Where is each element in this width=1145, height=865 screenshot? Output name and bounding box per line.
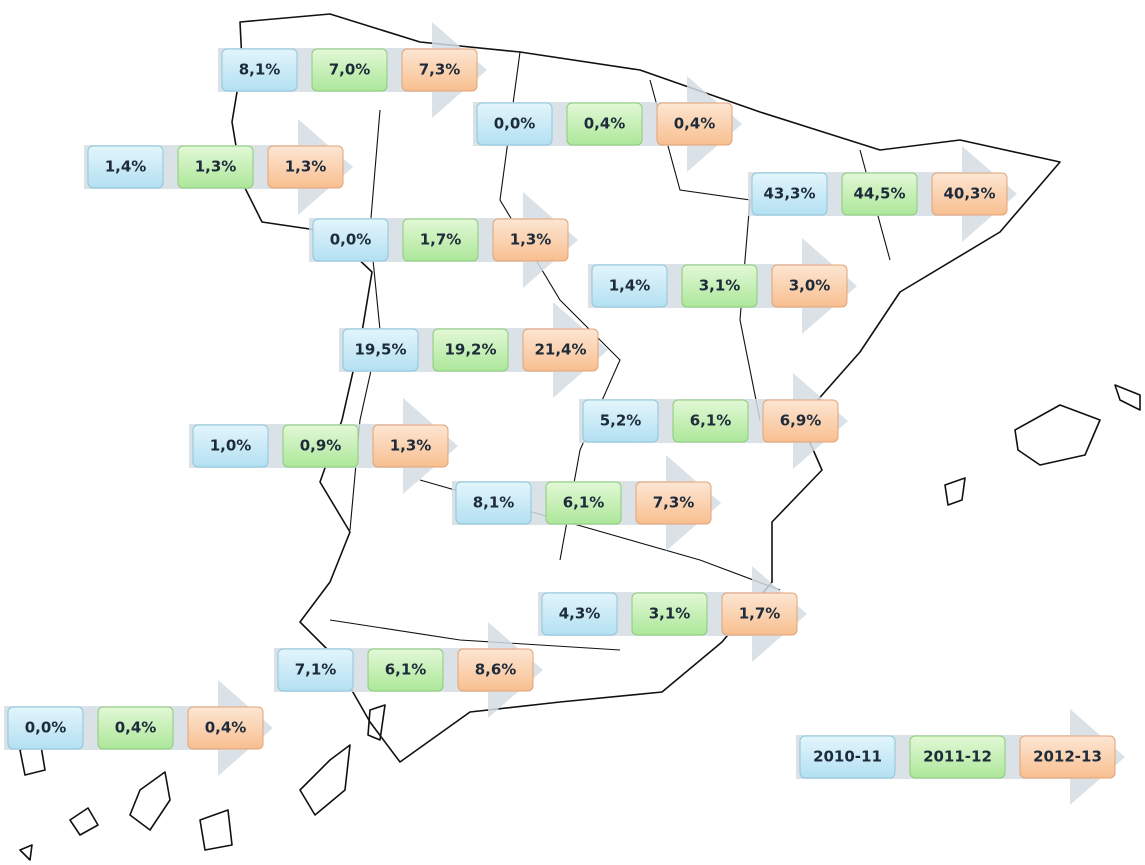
value-label: 1,3% <box>195 158 237 176</box>
value-box <box>909 735 1006 779</box>
value-box <box>311 48 388 92</box>
value-box <box>97 706 174 750</box>
value-box <box>522 328 599 372</box>
value-label: 0,4% <box>584 115 626 133</box>
value-label: 6,1% <box>385 661 427 679</box>
value-box <box>635 481 712 525</box>
value-label: 1,3% <box>510 231 552 249</box>
value-box <box>541 592 618 636</box>
value-box <box>312 218 389 262</box>
value-box <box>192 424 269 468</box>
value-label: 3,1% <box>699 277 741 295</box>
value-box <box>656 102 733 146</box>
value-box <box>582 399 659 443</box>
value-label: 2012-13 <box>1033 748 1102 766</box>
value-box <box>492 218 569 262</box>
value-label: 3,0% <box>789 277 831 295</box>
value-box <box>267 145 344 189</box>
value-label: 8,6% <box>475 661 517 679</box>
value-label: 6,9% <box>780 412 822 430</box>
value-box <box>751 172 828 216</box>
value-label: 7,3% <box>653 494 695 512</box>
value-label: 3,1% <box>649 605 691 623</box>
value-box <box>545 481 622 525</box>
value-label: 1,7% <box>420 231 462 249</box>
value-label: 8,1% <box>239 61 281 79</box>
value-box <box>841 172 918 216</box>
value-box <box>476 102 553 146</box>
value-label: 43,3% <box>763 185 815 203</box>
value-box <box>401 48 478 92</box>
value-box <box>367 648 444 692</box>
value-label: 7,3% <box>419 61 461 79</box>
value-box <box>771 264 848 308</box>
value-box <box>372 424 449 468</box>
value-label: 4,3% <box>559 605 601 623</box>
value-label: 2011-12 <box>923 748 992 766</box>
value-box <box>631 592 708 636</box>
value-label: 1,3% <box>390 437 432 455</box>
value-box <box>7 706 84 750</box>
value-box <box>432 328 509 372</box>
value-label: 6,1% <box>563 494 605 512</box>
value-box <box>187 706 264 750</box>
value-label: 0,4% <box>205 719 247 737</box>
value-label: 1,4% <box>609 277 651 295</box>
value-box <box>799 735 896 779</box>
value-label: 1,0% <box>210 437 252 455</box>
value-label: 19,5% <box>354 341 406 359</box>
value-label: 21,4% <box>534 341 586 359</box>
value-box <box>762 399 839 443</box>
value-label: 7,1% <box>295 661 337 679</box>
value-box <box>566 102 643 146</box>
value-box <box>457 648 534 692</box>
labels: 8,1% 7,0% 7,3% 0,0% 0,4% 0,4% 1,4% 1,3% 1,3% 43,3… <box>4 22 1125 805</box>
value-box <box>342 328 419 372</box>
value-box <box>177 145 254 189</box>
value-box <box>221 48 298 92</box>
value-label: 0,0% <box>330 231 372 249</box>
value-label: 19,2% <box>444 341 496 359</box>
value-box <box>282 424 359 468</box>
value-label: 0,0% <box>494 115 536 133</box>
value-label: 0,9% <box>300 437 342 455</box>
value-label: 1,7% <box>739 605 781 623</box>
value-label: 0,0% <box>25 719 67 737</box>
value-box <box>455 481 532 525</box>
value-label: 8,1% <box>473 494 515 512</box>
value-box <box>277 648 354 692</box>
value-box <box>402 218 479 262</box>
value-label: 6,1% <box>690 412 732 430</box>
value-label: 1,3% <box>285 158 327 176</box>
value-box <box>87 145 164 189</box>
value-label: 7,0% <box>329 61 371 79</box>
value-label: 1,4% <box>105 158 147 176</box>
value-label: 40,3% <box>943 185 995 203</box>
value-label: 0,4% <box>674 115 716 133</box>
value-box <box>1019 735 1116 779</box>
value-box <box>721 592 798 636</box>
value-label: 0,4% <box>115 719 157 737</box>
value-box <box>681 264 758 308</box>
value-box <box>931 172 1008 216</box>
value-label: 2010-11 <box>813 748 882 766</box>
value-box <box>672 399 749 443</box>
value-label: 44,5% <box>853 185 905 203</box>
value-label: 5,2% <box>600 412 642 430</box>
value-box <box>591 264 668 308</box>
